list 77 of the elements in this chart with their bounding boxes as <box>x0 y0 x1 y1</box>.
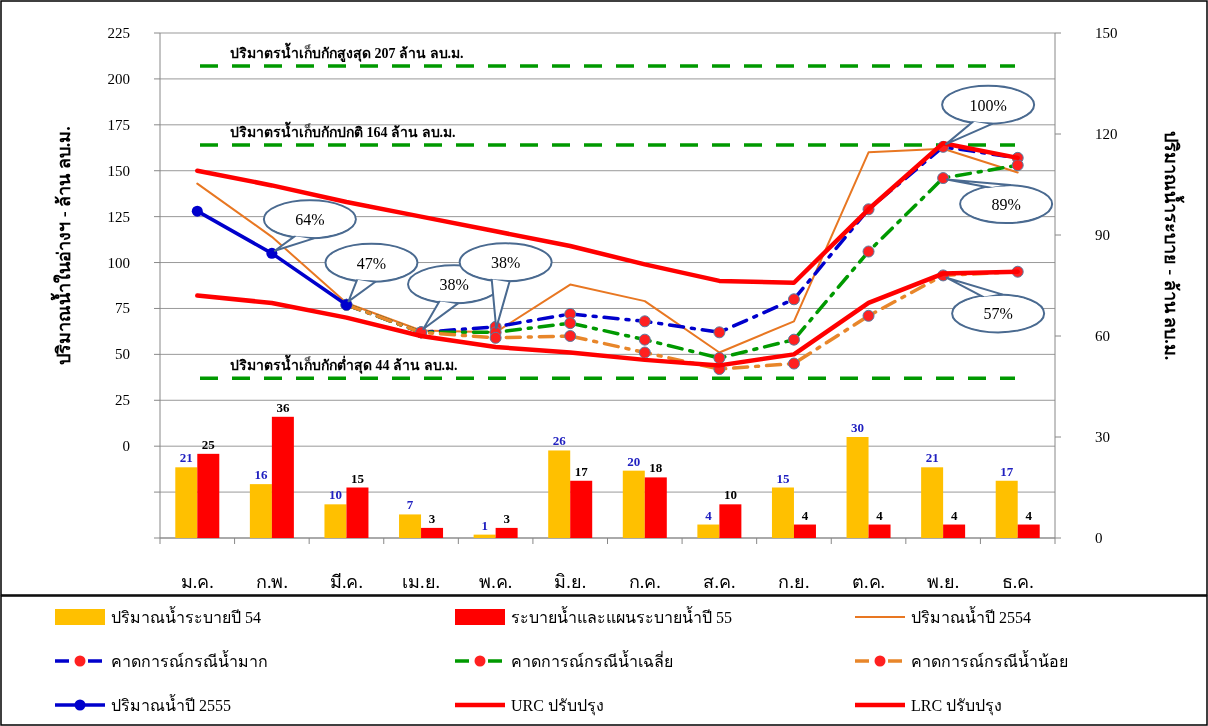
data-label: 25 <box>201 436 216 452</box>
legend-label: คาดการณ์กรณีน้ำน้อย <box>911 650 1068 670</box>
annotation: 47% <box>356 254 387 272</box>
y-tick-label: 25 <box>115 392 130 409</box>
y2-tick-label: 60 <box>1095 328 1110 344</box>
data-label: 21 <box>179 450 193 466</box>
data-label: 26 <box>552 433 567 449</box>
x-tick-label: ก.ค. <box>628 572 661 592</box>
data-label: 3 <box>428 510 436 526</box>
x-tick-label: พ.ย. <box>927 572 960 592</box>
data-label: 4 <box>876 507 884 523</box>
annotation: 38% <box>439 276 469 294</box>
callout: 57% <box>945 276 1046 334</box>
y-tick-label: 100 <box>107 254 130 271</box>
data-label: 1 <box>481 517 488 533</box>
data-label: 16 <box>254 467 268 483</box>
legend-label: คาดการณ์กรณีน้ำเฉลี่ย <box>511 650 673 670</box>
callout: 89% <box>945 178 1054 225</box>
x-tick-label: ธ.ค. <box>1001 572 1034 592</box>
x-tick-label: ม.ค. <box>180 572 214 592</box>
data-label: 4 <box>1025 507 1033 523</box>
y-tick-label: 125 <box>107 208 130 225</box>
legend-label: ระบายน้ำและแผนระบายน้ำปี 55 <box>511 606 732 626</box>
data-label: 36 <box>276 399 290 415</box>
y2-tick-label: 150 <box>1095 25 1118 41</box>
y-tick-label: 175 <box>107 116 130 133</box>
y-tick-label: 75 <box>115 300 130 317</box>
data-label: 10 <box>328 487 342 503</box>
legend-label: URC ปรับปรุง <box>511 697 604 716</box>
data-label: 10 <box>723 487 737 503</box>
callout: 64% <box>262 199 357 252</box>
data-label: 18 <box>649 460 663 476</box>
y2-tick-label: 120 <box>1095 126 1118 142</box>
annotation: 64% <box>295 211 325 229</box>
y2-tick-label: 90 <box>1095 227 1110 243</box>
y2-tick-label: 30 <box>1095 429 1110 445</box>
data-label: 4 <box>705 507 713 523</box>
legend-label: LRC ปรับปรุง <box>911 697 1003 716</box>
y-tick-label: 225 <box>107 25 130 41</box>
x-tick-label: ส.ค. <box>703 572 736 592</box>
data-label: 17 <box>1000 463 1014 479</box>
legend-label: ปริมาณน้ำปี 2555 <box>111 694 231 714</box>
annotation: 57% <box>983 305 1013 323</box>
data-label: 3 <box>503 510 511 526</box>
callout: 100% <box>941 84 1036 146</box>
y2-tick-label: 0 <box>1095 530 1103 546</box>
annotation: 100% <box>969 96 1007 114</box>
y-tick-label: 0 <box>122 438 130 455</box>
ref-line-label: ปริมาตรน้ำเก็บกักสูงสุด 207 ล้าน ลบ.ม. <box>230 42 464 63</box>
ref-line-label: ปริมาตรน้ำเก็บกักต่ำสุด 44 ล้าน ลบ.ม. <box>230 354 458 375</box>
data-label: 20 <box>627 453 641 469</box>
y-tick-label: 200 <box>107 70 130 87</box>
legend-label: ปริมาณน้ำระบายปี 54 <box>111 606 261 626</box>
data-label: 4 <box>950 507 958 523</box>
callout: 47% <box>324 242 419 303</box>
data-label: 15 <box>776 470 790 486</box>
annotation: 89% <box>991 196 1021 214</box>
x-tick-label: มิ.ย. <box>554 572 587 592</box>
legend-label: คาดการณ์กรณีน้ำมาก <box>111 650 268 670</box>
x-tick-label: ต.ค. <box>852 572 886 592</box>
x-tick-label: ก.พ. <box>255 572 288 592</box>
y-axis-title: ปริมาณน้ำในอ่างฯ - ล้าน ลบ.ม. <box>50 126 74 365</box>
data-label: 17 <box>574 463 589 479</box>
x-tick-label: ก.ย. <box>778 572 810 592</box>
data-label: 7 <box>406 497 414 513</box>
y2-axis-title: ปริมาณน้ำระบาย - ล้าน ลบ.ม. <box>1161 130 1185 361</box>
ref-line-label: ปริมาตรน้ำเก็บกักปกติ 164 ล้าน ลบ.ม. <box>230 121 456 141</box>
data-label: 30 <box>851 420 865 435</box>
x-tick-label: มี.ค. <box>329 572 363 592</box>
legend-label: ปริมาณน้ำปี 2554 <box>911 606 1031 626</box>
y-tick-label: 150 <box>107 162 130 179</box>
data-label: 15 <box>350 470 365 486</box>
x-tick-label: พ.ค. <box>479 572 513 592</box>
x-tick-label: เม.ย. <box>402 572 441 592</box>
data-label: 21 <box>925 450 939 466</box>
y-tick-label: 50 <box>115 346 130 363</box>
data-label: 4 <box>801 507 809 523</box>
